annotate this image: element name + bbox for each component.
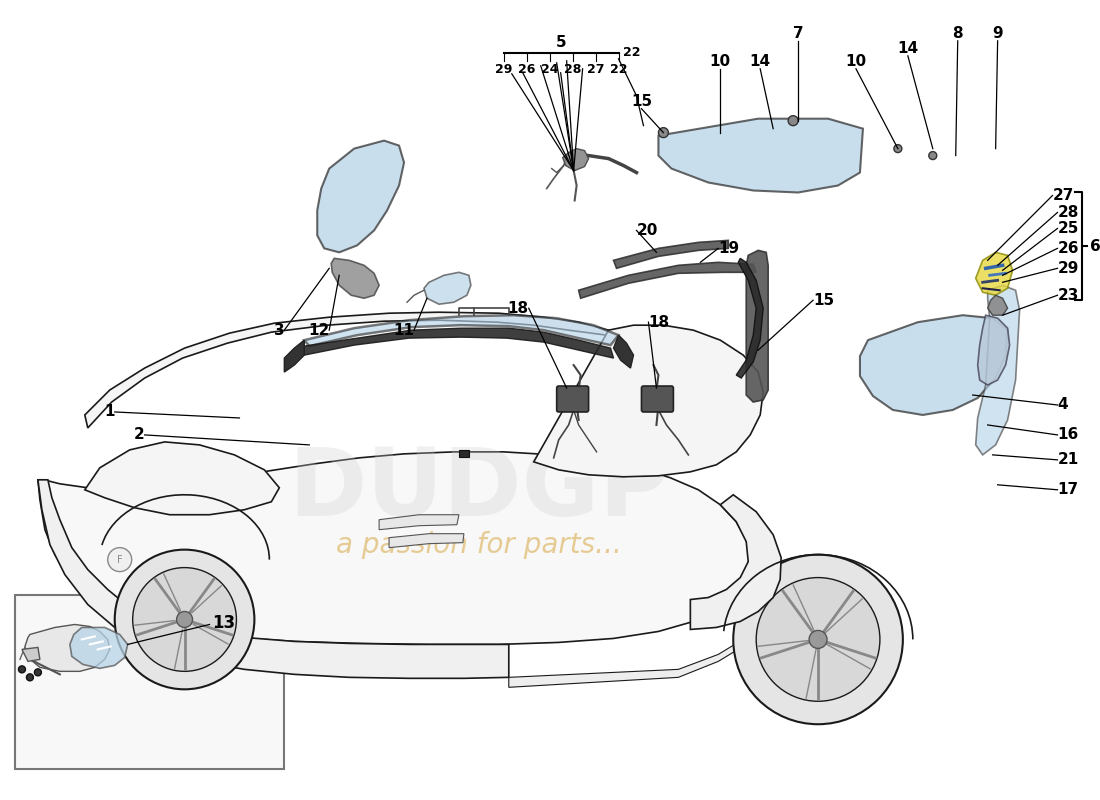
Circle shape: [734, 554, 903, 724]
Polygon shape: [534, 325, 763, 477]
Circle shape: [788, 116, 799, 126]
Text: 22: 22: [609, 63, 627, 76]
Polygon shape: [860, 315, 1008, 415]
Polygon shape: [305, 315, 618, 346]
Text: 21: 21: [1057, 452, 1079, 467]
Text: 18: 18: [507, 301, 529, 316]
Text: 26: 26: [518, 63, 536, 76]
Text: 10: 10: [846, 54, 867, 69]
Text: 4: 4: [1057, 398, 1068, 413]
Polygon shape: [659, 118, 862, 193]
Text: 7: 7: [793, 26, 803, 41]
Polygon shape: [37, 452, 750, 645]
Polygon shape: [736, 258, 763, 378]
Text: 27: 27: [586, 63, 604, 76]
Text: 23: 23: [1057, 288, 1079, 302]
Bar: [459, 450, 469, 457]
FancyBboxPatch shape: [641, 386, 673, 412]
Polygon shape: [389, 534, 464, 548]
Text: DUDGP: DUDGP: [288, 444, 669, 536]
Text: 27: 27: [1053, 188, 1074, 203]
Text: 15: 15: [813, 293, 834, 308]
Circle shape: [114, 550, 254, 690]
Text: 24: 24: [541, 63, 559, 76]
Text: 22: 22: [623, 46, 640, 59]
Polygon shape: [614, 335, 634, 368]
Polygon shape: [331, 258, 379, 298]
Text: 29: 29: [1057, 261, 1079, 276]
Polygon shape: [317, 141, 404, 252]
Polygon shape: [69, 627, 128, 668]
Circle shape: [177, 611, 192, 627]
Polygon shape: [976, 286, 1020, 455]
Polygon shape: [37, 480, 509, 678]
Polygon shape: [691, 494, 781, 630]
Text: 17: 17: [1057, 482, 1079, 498]
Text: 11: 11: [393, 322, 414, 338]
Text: 16: 16: [1057, 427, 1079, 442]
Text: 25: 25: [1057, 221, 1079, 236]
Circle shape: [928, 151, 937, 159]
Polygon shape: [85, 312, 608, 428]
Text: 6: 6: [1090, 239, 1100, 254]
Polygon shape: [379, 514, 459, 530]
Polygon shape: [614, 240, 728, 268]
Text: 29: 29: [495, 63, 513, 76]
Polygon shape: [284, 340, 305, 372]
Polygon shape: [424, 272, 471, 304]
Text: 2: 2: [134, 427, 145, 442]
Circle shape: [133, 568, 236, 671]
Polygon shape: [579, 262, 756, 298]
Text: 15: 15: [631, 94, 652, 109]
Circle shape: [810, 630, 827, 649]
Polygon shape: [976, 252, 1013, 295]
Text: 18: 18: [649, 314, 670, 330]
Text: a passion for parts...: a passion for parts...: [336, 530, 622, 558]
Text: 19: 19: [718, 241, 739, 256]
Text: 12: 12: [308, 322, 329, 338]
Text: 3: 3: [274, 322, 284, 338]
Circle shape: [659, 128, 669, 138]
Circle shape: [26, 674, 33, 681]
Circle shape: [34, 669, 42, 676]
Text: 26: 26: [1057, 241, 1079, 256]
FancyBboxPatch shape: [557, 386, 588, 412]
Text: 9: 9: [992, 26, 1003, 41]
Text: 14: 14: [898, 41, 918, 56]
Circle shape: [108, 548, 132, 571]
Text: 28: 28: [564, 63, 581, 76]
Polygon shape: [85, 442, 279, 514]
Text: 14: 14: [749, 54, 771, 69]
Polygon shape: [988, 295, 1008, 315]
Polygon shape: [305, 328, 614, 358]
Text: 8: 8: [953, 26, 962, 41]
Polygon shape: [509, 638, 746, 687]
Text: 13: 13: [212, 614, 235, 633]
Text: 1: 1: [104, 405, 114, 419]
Text: 5: 5: [556, 35, 566, 50]
Circle shape: [756, 578, 880, 702]
Polygon shape: [563, 149, 589, 170]
Polygon shape: [978, 315, 1010, 385]
Text: 28: 28: [1057, 205, 1079, 220]
Polygon shape: [22, 647, 40, 662]
Circle shape: [894, 145, 902, 153]
Text: 10: 10: [710, 54, 730, 69]
Polygon shape: [25, 625, 110, 671]
Bar: [15, 594, 284, 769]
Text: F: F: [117, 554, 122, 565]
Circle shape: [19, 666, 25, 673]
Text: 20: 20: [637, 223, 658, 238]
Polygon shape: [746, 250, 768, 402]
